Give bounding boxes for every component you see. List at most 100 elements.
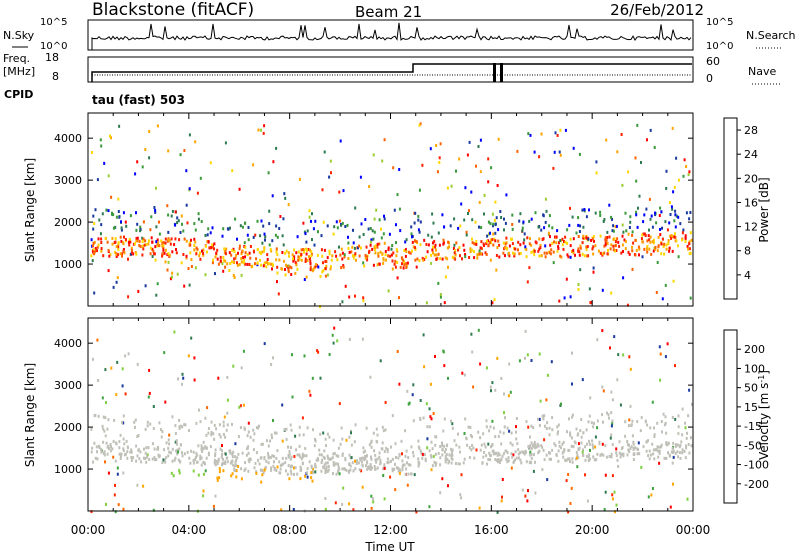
scatter-cell <box>646 239 649 243</box>
scatter-cell <box>172 474 175 478</box>
scatter-cell <box>338 402 341 406</box>
scatter-cell <box>244 251 247 255</box>
scatter-cell <box>228 269 231 272</box>
scatter-cell <box>561 451 564 455</box>
velocity-x-ticks <box>87 318 694 511</box>
scatter-cell <box>279 215 282 218</box>
scatter-cell <box>663 252 666 256</box>
scatter-cell <box>522 220 525 224</box>
scatter-cell <box>161 252 164 256</box>
scatter-cell <box>139 450 142 454</box>
scatter-cell <box>637 448 640 452</box>
scatter-cell <box>533 249 536 253</box>
scatter-cell <box>530 359 533 362</box>
scatter-cell <box>234 256 237 260</box>
scatter-cell <box>202 248 205 252</box>
scatter-cell <box>236 237 238 241</box>
scatter-cell <box>224 462 227 465</box>
scatter-cell <box>660 210 663 214</box>
scatter-cell <box>211 243 214 247</box>
scatter-cell <box>407 472 410 476</box>
scatter-cell <box>213 461 216 465</box>
y-tick-label: 3000 <box>54 174 82 187</box>
scatter-cell <box>200 444 203 448</box>
scatter-cell <box>562 247 565 251</box>
scatter-cell <box>144 427 147 431</box>
scatter-cell <box>390 247 393 251</box>
scatter-cell <box>499 210 502 213</box>
scatter-cell <box>276 235 279 239</box>
scatter-cell <box>382 261 385 265</box>
scatter-cell <box>174 440 177 444</box>
scatter-cell <box>424 457 427 461</box>
scatter-cell <box>434 443 437 447</box>
scatter-cell <box>667 239 670 243</box>
scatter-cell <box>341 251 344 255</box>
scatter-cell <box>674 443 677 447</box>
scatter-cell <box>606 252 609 256</box>
scatter-cell <box>671 446 674 450</box>
scatter-cell <box>543 458 546 462</box>
scatter-cell <box>241 225 244 229</box>
scatter-cell <box>482 242 485 246</box>
scatter-cell <box>352 508 355 512</box>
scatter-cell <box>324 507 327 511</box>
scatter-cell <box>164 260 167 264</box>
scatter-cell <box>100 223 103 227</box>
scatter-cell <box>621 183 624 187</box>
scatter-cell <box>403 260 405 264</box>
scatter-cell <box>689 436 692 440</box>
scatter-cell <box>543 438 546 442</box>
scatter-cell <box>244 221 247 225</box>
scatter-cell <box>517 448 520 452</box>
scatter-cell <box>335 220 338 224</box>
scatter-cell <box>446 186 449 190</box>
scatter-cell <box>284 196 287 200</box>
scatter-cell <box>498 453 501 457</box>
scatter-cell <box>194 455 197 459</box>
scatter-cell <box>322 466 325 470</box>
scatter-cell <box>583 254 586 258</box>
scatter-cell <box>372 431 375 435</box>
scatter-cell <box>99 232 102 236</box>
scatter-cell <box>156 447 159 451</box>
scatter-cell <box>543 414 546 418</box>
scatter-cell <box>162 246 165 249</box>
scatter-cell <box>674 225 677 229</box>
scatter-cell <box>605 455 608 459</box>
scatter-cell <box>194 458 197 461</box>
scatter-cell <box>294 271 297 275</box>
scatter-cell <box>215 251 218 255</box>
scatter-cell <box>247 451 250 455</box>
scatter-cell <box>373 449 376 453</box>
scatter-cell <box>418 230 421 234</box>
velocity-heatmap <box>90 326 693 514</box>
scatter-cell <box>560 446 562 450</box>
scatter-cell <box>399 229 402 233</box>
scatter-cell <box>230 474 233 478</box>
scatter-cell <box>592 252 595 256</box>
scatter-cell <box>511 227 514 231</box>
scatter-cell <box>163 448 165 452</box>
scatter-cell <box>558 150 561 154</box>
scatter-cell <box>449 224 452 228</box>
scatter-cell <box>529 453 532 457</box>
scatter-cell <box>338 467 341 471</box>
scatter-cell <box>396 261 399 264</box>
scatter-cell <box>309 268 312 272</box>
scatter-cell <box>382 232 385 236</box>
scatter-cell <box>286 264 289 268</box>
scatter-cell <box>530 217 533 221</box>
scatter-cell <box>646 245 649 248</box>
scatter-cell <box>358 254 361 258</box>
scatter-cell <box>489 454 492 458</box>
scatter-cell <box>613 490 616 494</box>
scatter-cell <box>263 342 266 346</box>
scatter-cell <box>260 263 263 267</box>
scatter-cell <box>90 254 93 258</box>
scatter-cell <box>285 427 288 431</box>
scatter-cell <box>524 449 527 453</box>
scatter-cell <box>229 262 232 265</box>
scatter-cell <box>343 255 346 259</box>
scatter-cell <box>314 470 317 474</box>
